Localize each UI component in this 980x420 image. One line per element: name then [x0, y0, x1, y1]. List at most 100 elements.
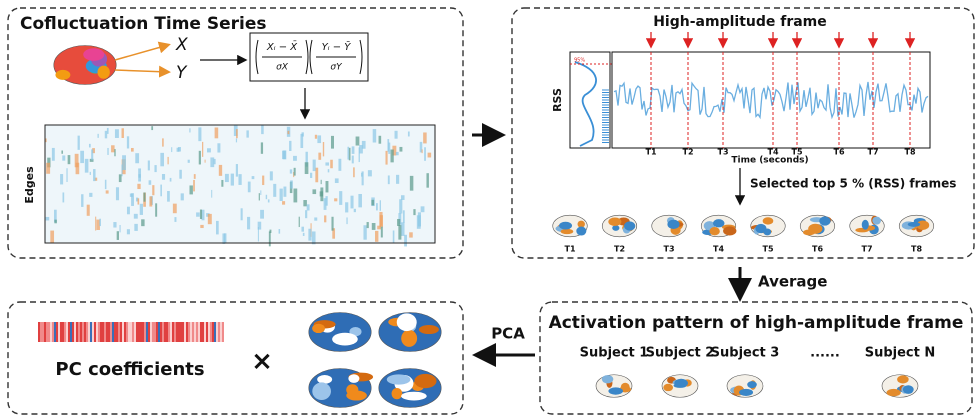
- panel-title: Cofluctuation Time Series: [20, 14, 267, 34]
- heatmap-cell: [91, 149, 93, 160]
- heatmap-cell: [199, 151, 201, 165]
- heatmap-cell: [359, 147, 360, 162]
- coef-stripe: [102, 322, 104, 342]
- heatmap-cell: [193, 180, 195, 191]
- heatmap-cell: [381, 227, 383, 238]
- heatmap-cell: [307, 204, 310, 210]
- brain-patch: [674, 379, 688, 388]
- coef-stripe: [84, 322, 86, 342]
- heatmap-cell: [217, 143, 220, 152]
- heatmap-cell: [85, 159, 89, 173]
- brain-patch: [414, 374, 436, 388]
- heatmap-cell: [155, 203, 157, 216]
- coef-stripe: [62, 322, 64, 342]
- heatmap-cell: [177, 148, 180, 152]
- heatmap-cell: [252, 176, 255, 179]
- frame-brains: T1T2T3T4T5T6T7T8: [553, 215, 934, 253]
- heatmap-cell: [308, 229, 311, 241]
- coef-stripe: [42, 322, 44, 342]
- heatmap-cell: [222, 233, 225, 244]
- coef-stripe: [66, 322, 68, 342]
- brain-patch: [709, 227, 719, 235]
- coef-stripe: [90, 322, 92, 342]
- heatmap-cell: [260, 210, 264, 219]
- heatmap-cell: [290, 180, 293, 188]
- heatmap-cell: [399, 147, 402, 152]
- coef-stripe: [138, 322, 140, 342]
- heatmap-cell: [428, 153, 432, 158]
- coef-stripe: [48, 322, 50, 342]
- coef-stripe: [140, 322, 142, 342]
- coef-stripe: [114, 322, 116, 342]
- heatmap-cell: [314, 217, 317, 220]
- axis-label: RSS: [551, 88, 564, 112]
- heatmap-cell: [346, 217, 347, 224]
- coef-stripe: [172, 322, 174, 342]
- heatmap-cell: [54, 220, 56, 224]
- brain-patch: [903, 385, 914, 394]
- pc-brains: [309, 313, 441, 408]
- coef-stripe: [160, 322, 162, 342]
- coef-stripe: [52, 322, 54, 342]
- heatmap-cell: [241, 208, 243, 220]
- heatmap-cell: [60, 174, 63, 184]
- coef-stripe: [180, 322, 182, 342]
- coef-stripe: [44, 322, 46, 342]
- coef-stripe: [118, 322, 120, 342]
- heatmap-cell: [352, 156, 354, 164]
- heatmap-cell: [339, 191, 342, 205]
- heatmap-cell: [225, 174, 229, 182]
- coef-stripe: [190, 322, 192, 342]
- brain-patch: [608, 218, 621, 226]
- heatmap-cell: [162, 174, 165, 180]
- heatmap-cell: [317, 135, 321, 143]
- frame-label: T2: [614, 245, 625, 254]
- heatmap-cell: [259, 193, 260, 200]
- heatmap-cell: [390, 150, 393, 163]
- heatmap-cell: [269, 230, 271, 233]
- brain-patch: [312, 324, 325, 333]
- heatmap-cell: [404, 235, 407, 247]
- heatmap-cell: [149, 180, 152, 185]
- brain-icon: [54, 46, 116, 85]
- brain-patch: [819, 216, 830, 225]
- coef-stripe: [78, 322, 80, 342]
- heatmap-cell: [261, 142, 263, 153]
- coef-stripe: [178, 322, 180, 342]
- heatmap-cell: [105, 180, 107, 189]
- heatmap-cell: [127, 207, 130, 215]
- coef-stripe: [106, 322, 108, 342]
- heatmap-cell: [216, 221, 219, 234]
- heatmap-cell: [387, 139, 389, 152]
- coef-stripe: [64, 322, 66, 342]
- coef-stripe: [186, 322, 188, 342]
- brain-patch: [576, 227, 586, 236]
- coef-stripe: [70, 322, 72, 342]
- heatmap-cell: [328, 169, 330, 172]
- frame-label: T4: [713, 245, 724, 254]
- coef-stripe: [94, 322, 96, 342]
- coef-stripe: [104, 322, 106, 342]
- arrow: [115, 70, 168, 72]
- frame-label: T3: [663, 245, 674, 254]
- coef-stripe: [100, 322, 102, 342]
- heatmap-cell: [305, 162, 309, 174]
- heatmap-cell: [114, 149, 115, 156]
- coef-stripe: [220, 322, 222, 342]
- heatmap-cell: [321, 180, 322, 184]
- coef-stripe: [92, 322, 94, 342]
- heatmap-cell: [213, 159, 215, 164]
- coef-stripe: [184, 322, 186, 342]
- brain-patch: [808, 224, 822, 234]
- coef-stripe: [120, 322, 122, 342]
- heatmap-cell: [418, 212, 421, 226]
- formula: σX: [276, 63, 289, 73]
- frame-tick: T2: [682, 148, 693, 157]
- heatmap-cell: [189, 128, 190, 132]
- heatmap-cell: [127, 136, 129, 148]
- heatmap-cell: [388, 175, 390, 184]
- heatmap-cell: [151, 126, 153, 130]
- coef-stripe: [206, 322, 208, 342]
- subject-label: ......: [810, 346, 840, 361]
- heatmap-cell: [111, 145, 115, 152]
